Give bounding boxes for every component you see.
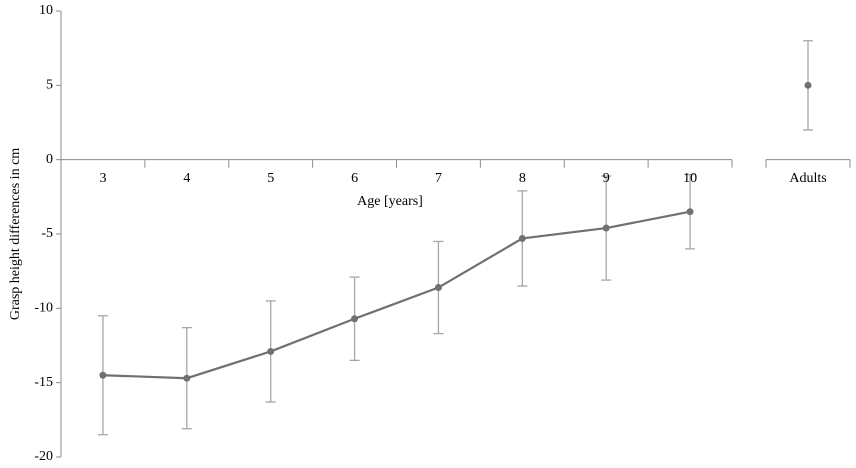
x-tick-label: 4 [183, 171, 190, 186]
marker [351, 315, 359, 323]
y-tick-label: -15 [34, 375, 53, 390]
x-tick-label: 7 [435, 171, 442, 186]
y-tick-label: -5 [41, 226, 53, 241]
x-tick-label: 6 [351, 171, 358, 186]
x-tick-label: 9 [603, 171, 610, 186]
y-axis-title: Grasp height differences in cm [8, 148, 23, 320]
x-axis-title: Age [years] [357, 194, 423, 209]
x-tick-label: 10 [683, 171, 697, 186]
marker [686, 208, 694, 216]
x-tick-label: Adults [789, 171, 826, 186]
marker [804, 81, 812, 89]
line [102, 210, 691, 380]
x-tick-label: 3 [99, 171, 106, 186]
y-tick-label: -10 [34, 301, 53, 316]
y-tick-label: 10 [39, 3, 53, 18]
y-tick-label: 0 [46, 152, 53, 167]
x-tick-label: 5 [267, 171, 274, 186]
marker [99, 371, 107, 379]
marker [183, 374, 191, 382]
y-tick-label: 5 [46, 78, 53, 93]
x-tick-label: 8 [519, 171, 526, 186]
marker [602, 224, 610, 232]
marker [434, 284, 442, 292]
marker [518, 234, 526, 242]
marker [267, 347, 275, 355]
y-tick-label: -20 [34, 449, 53, 464]
